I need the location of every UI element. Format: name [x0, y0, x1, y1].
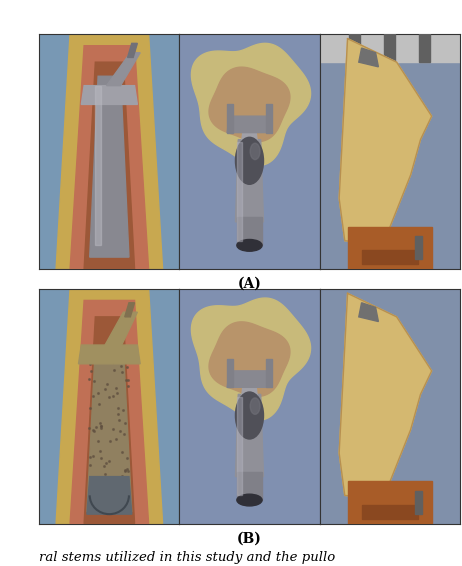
Polygon shape	[266, 104, 272, 132]
Polygon shape	[56, 289, 163, 524]
Ellipse shape	[237, 494, 262, 506]
Polygon shape	[415, 491, 422, 514]
Circle shape	[250, 143, 260, 160]
Text: (A): (A)	[237, 277, 261, 291]
Circle shape	[236, 138, 263, 185]
Polygon shape	[237, 472, 262, 500]
Polygon shape	[107, 53, 140, 85]
Polygon shape	[339, 38, 432, 246]
Polygon shape	[125, 303, 134, 317]
Polygon shape	[349, 34, 360, 62]
Polygon shape	[237, 397, 243, 495]
Polygon shape	[266, 359, 272, 387]
Polygon shape	[236, 395, 263, 477]
Polygon shape	[191, 298, 310, 420]
Polygon shape	[209, 322, 290, 396]
Polygon shape	[227, 104, 233, 132]
Polygon shape	[87, 477, 132, 514]
Polygon shape	[104, 312, 137, 348]
Polygon shape	[95, 85, 101, 246]
Polygon shape	[70, 301, 149, 524]
Polygon shape	[90, 76, 129, 257]
Polygon shape	[227, 116, 272, 132]
Polygon shape	[347, 226, 432, 269]
Polygon shape	[87, 348, 132, 512]
Polygon shape	[128, 44, 137, 58]
Polygon shape	[339, 293, 432, 500]
Polygon shape	[415, 236, 422, 259]
Polygon shape	[362, 250, 418, 264]
Polygon shape	[70, 46, 149, 269]
Text: (B): (B)	[237, 532, 262, 546]
Polygon shape	[191, 44, 310, 165]
Circle shape	[250, 398, 260, 414]
Polygon shape	[359, 48, 378, 67]
Polygon shape	[79, 345, 140, 364]
Polygon shape	[419, 34, 430, 62]
Polygon shape	[227, 359, 233, 387]
Polygon shape	[359, 303, 378, 321]
Polygon shape	[241, 378, 258, 401]
Circle shape	[236, 392, 263, 439]
Polygon shape	[237, 217, 262, 246]
Polygon shape	[362, 505, 418, 519]
Polygon shape	[84, 317, 134, 524]
Text: ral stems utilized in this study and the pullo: ral stems utilized in this study and the…	[39, 551, 335, 564]
Polygon shape	[209, 67, 290, 142]
Polygon shape	[84, 62, 134, 269]
Polygon shape	[320, 34, 460, 62]
Polygon shape	[241, 123, 258, 147]
Polygon shape	[384, 34, 395, 62]
Polygon shape	[237, 142, 243, 241]
Polygon shape	[81, 85, 137, 104]
Polygon shape	[227, 371, 272, 387]
Polygon shape	[236, 140, 263, 222]
Polygon shape	[347, 481, 432, 524]
Polygon shape	[56, 34, 163, 269]
Ellipse shape	[237, 239, 262, 251]
